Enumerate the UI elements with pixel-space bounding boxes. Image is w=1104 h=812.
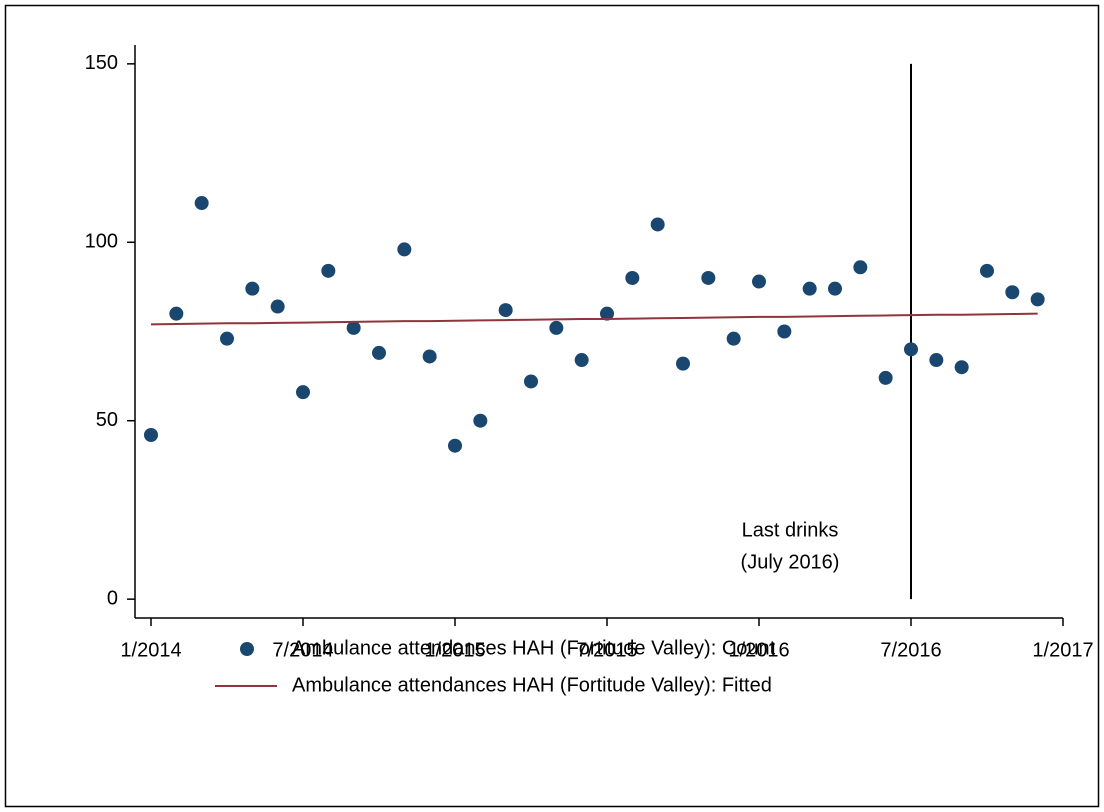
- data-point: [1030, 292, 1045, 307]
- y-tick-label: 150: [85, 52, 118, 74]
- data-point: [980, 263, 994, 278]
- data-point: [397, 242, 412, 257]
- data-point: [194, 196, 209, 211]
- data-point: [954, 360, 969, 375]
- data-point: [574, 353, 589, 368]
- data-point: [296, 385, 310, 400]
- x-tick-label: 1/2017: [1032, 639, 1093, 661]
- data-point: [625, 270, 640, 285]
- data-point: [904, 342, 918, 357]
- data-point: [473, 413, 488, 428]
- data-point: [878, 370, 893, 385]
- data-point: [701, 270, 716, 285]
- data-point: [752, 274, 766, 289]
- data-point: [245, 281, 260, 296]
- y-tick-label: 100: [85, 231, 118, 253]
- annotation: (July 2016): [741, 551, 840, 573]
- data-point: [321, 263, 336, 278]
- x-tick-label: 7/2015: [576, 639, 637, 661]
- data-point: [372, 345, 386, 360]
- data-point: [144, 427, 158, 442]
- data-point: [448, 438, 462, 453]
- data-point: [777, 324, 792, 339]
- x-tick-label: 1/2015: [424, 639, 485, 661]
- data-point: [498, 303, 513, 318]
- chart-frame: [4, 4, 1100, 808]
- data-point: [650, 217, 665, 232]
- x-tick-label: 1/2014: [120, 639, 181, 661]
- data-point: [853, 260, 868, 275]
- data-point: [676, 356, 690, 371]
- data-point: [726, 331, 741, 346]
- data-point: [1005, 285, 1020, 300]
- data-point: [929, 353, 944, 368]
- data-point: [346, 320, 361, 335]
- fitted-line: [150, 312, 1038, 326]
- y-tick-label: 0: [107, 587, 118, 609]
- x-tick-label: 1/2016: [728, 639, 789, 661]
- data-point: [802, 281, 817, 296]
- legend-label: Ambulance attendances HAH (Fortitude Val…: [292, 637, 776, 659]
- legend-marker: [240, 642, 254, 656]
- data-point: [220, 331, 234, 346]
- data-point: [524, 374, 538, 389]
- data-point: [422, 349, 437, 364]
- annotation: Last drinks: [742, 519, 839, 541]
- x-tick-label: 7/2014: [272, 639, 333, 661]
- data-point: [169, 306, 184, 321]
- legend-label: Ambulance attendances HAH (Fortitude Val…: [292, 674, 772, 696]
- x-tick-label: 7/2016: [880, 639, 941, 661]
- data-point: [549, 320, 564, 335]
- data-point: [270, 299, 285, 314]
- y-tick-label: 50: [96, 409, 118, 431]
- data-point: [600, 306, 614, 321]
- data-point: [828, 281, 842, 296]
